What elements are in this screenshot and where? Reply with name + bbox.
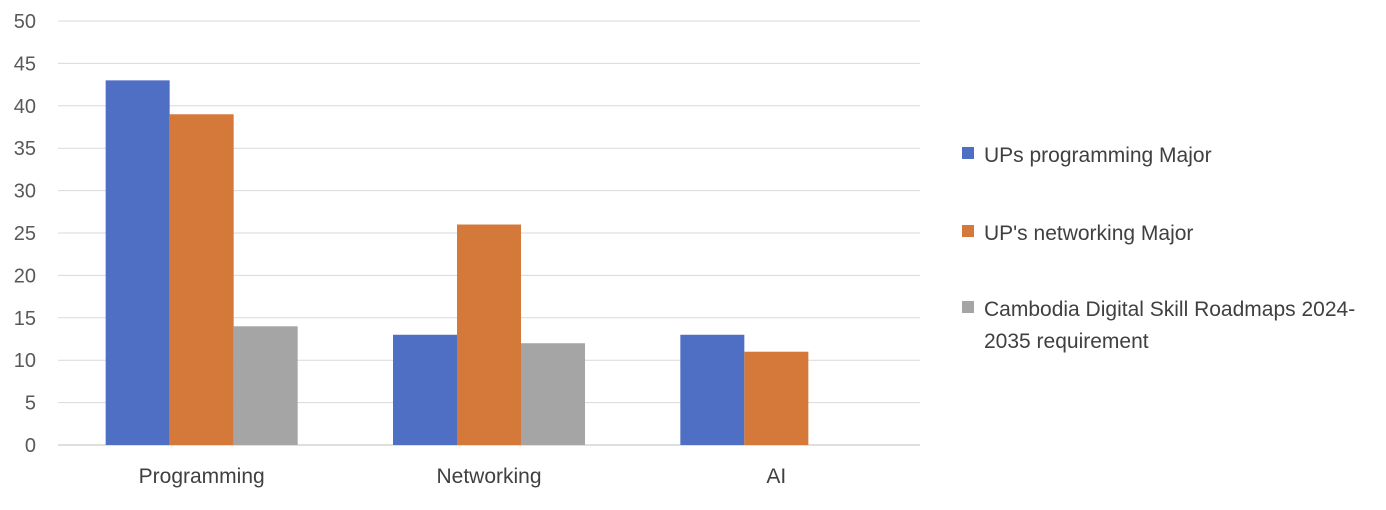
legend-item-ups-networking-major: UP's networking Major: [962, 218, 1364, 250]
y-tick-label: 5: [25, 393, 36, 415]
bar-programming-series-2: [169, 114, 234, 445]
legend-label-cambodia-roadmap: Cambodia Digital Skill Roadmaps 2024-203…: [984, 298, 1356, 353]
y-tick-label: 30: [14, 181, 36, 203]
bar-networking-series-3: [521, 343, 585, 445]
bar-ai-series-1: [680, 334, 745, 445]
y-tick-label: 10: [14, 350, 36, 372]
x-tick-label-networking: Networking: [436, 465, 541, 488]
bar-ai-series-2: [744, 351, 809, 445]
x-tick-label-programming: Programming: [139, 465, 265, 488]
y-tick-label: 50: [14, 11, 36, 33]
y-tick-label: 0: [25, 435, 36, 457]
legend-swatch-ups-programming-major: [962, 147, 974, 159]
y-tick-label: 35: [14, 138, 36, 160]
y-tick-label: 15: [14, 308, 36, 330]
x-tick-label-ai: AI: [766, 465, 786, 488]
y-tick-label: 20: [14, 265, 36, 287]
legend-label-ups-networking-major: UP's networking Major: [984, 222, 1194, 245]
bar-networking-series-2: [457, 224, 521, 445]
legend-label-ups-programming-major: UPs programming Major: [984, 144, 1212, 167]
legend-item-ups-programming-major: UPs programming Major: [962, 140, 1364, 172]
y-tick-label: 45: [14, 53, 36, 75]
y-tick-label: 25: [14, 223, 36, 245]
bar-networking-series-1: [393, 334, 457, 445]
bar-programming-series-3: [233, 326, 298, 445]
legend-item-cambodia-roadmap: Cambodia Digital Skill Roadmaps 2024-203…: [962, 294, 1364, 358]
legend-swatch-cambodia-roadmap: [962, 301, 974, 313]
legend-swatch-ups-networking-major: [962, 225, 974, 237]
y-tick-label: 40: [14, 96, 36, 118]
bar-programming-series-1: [105, 80, 170, 446]
